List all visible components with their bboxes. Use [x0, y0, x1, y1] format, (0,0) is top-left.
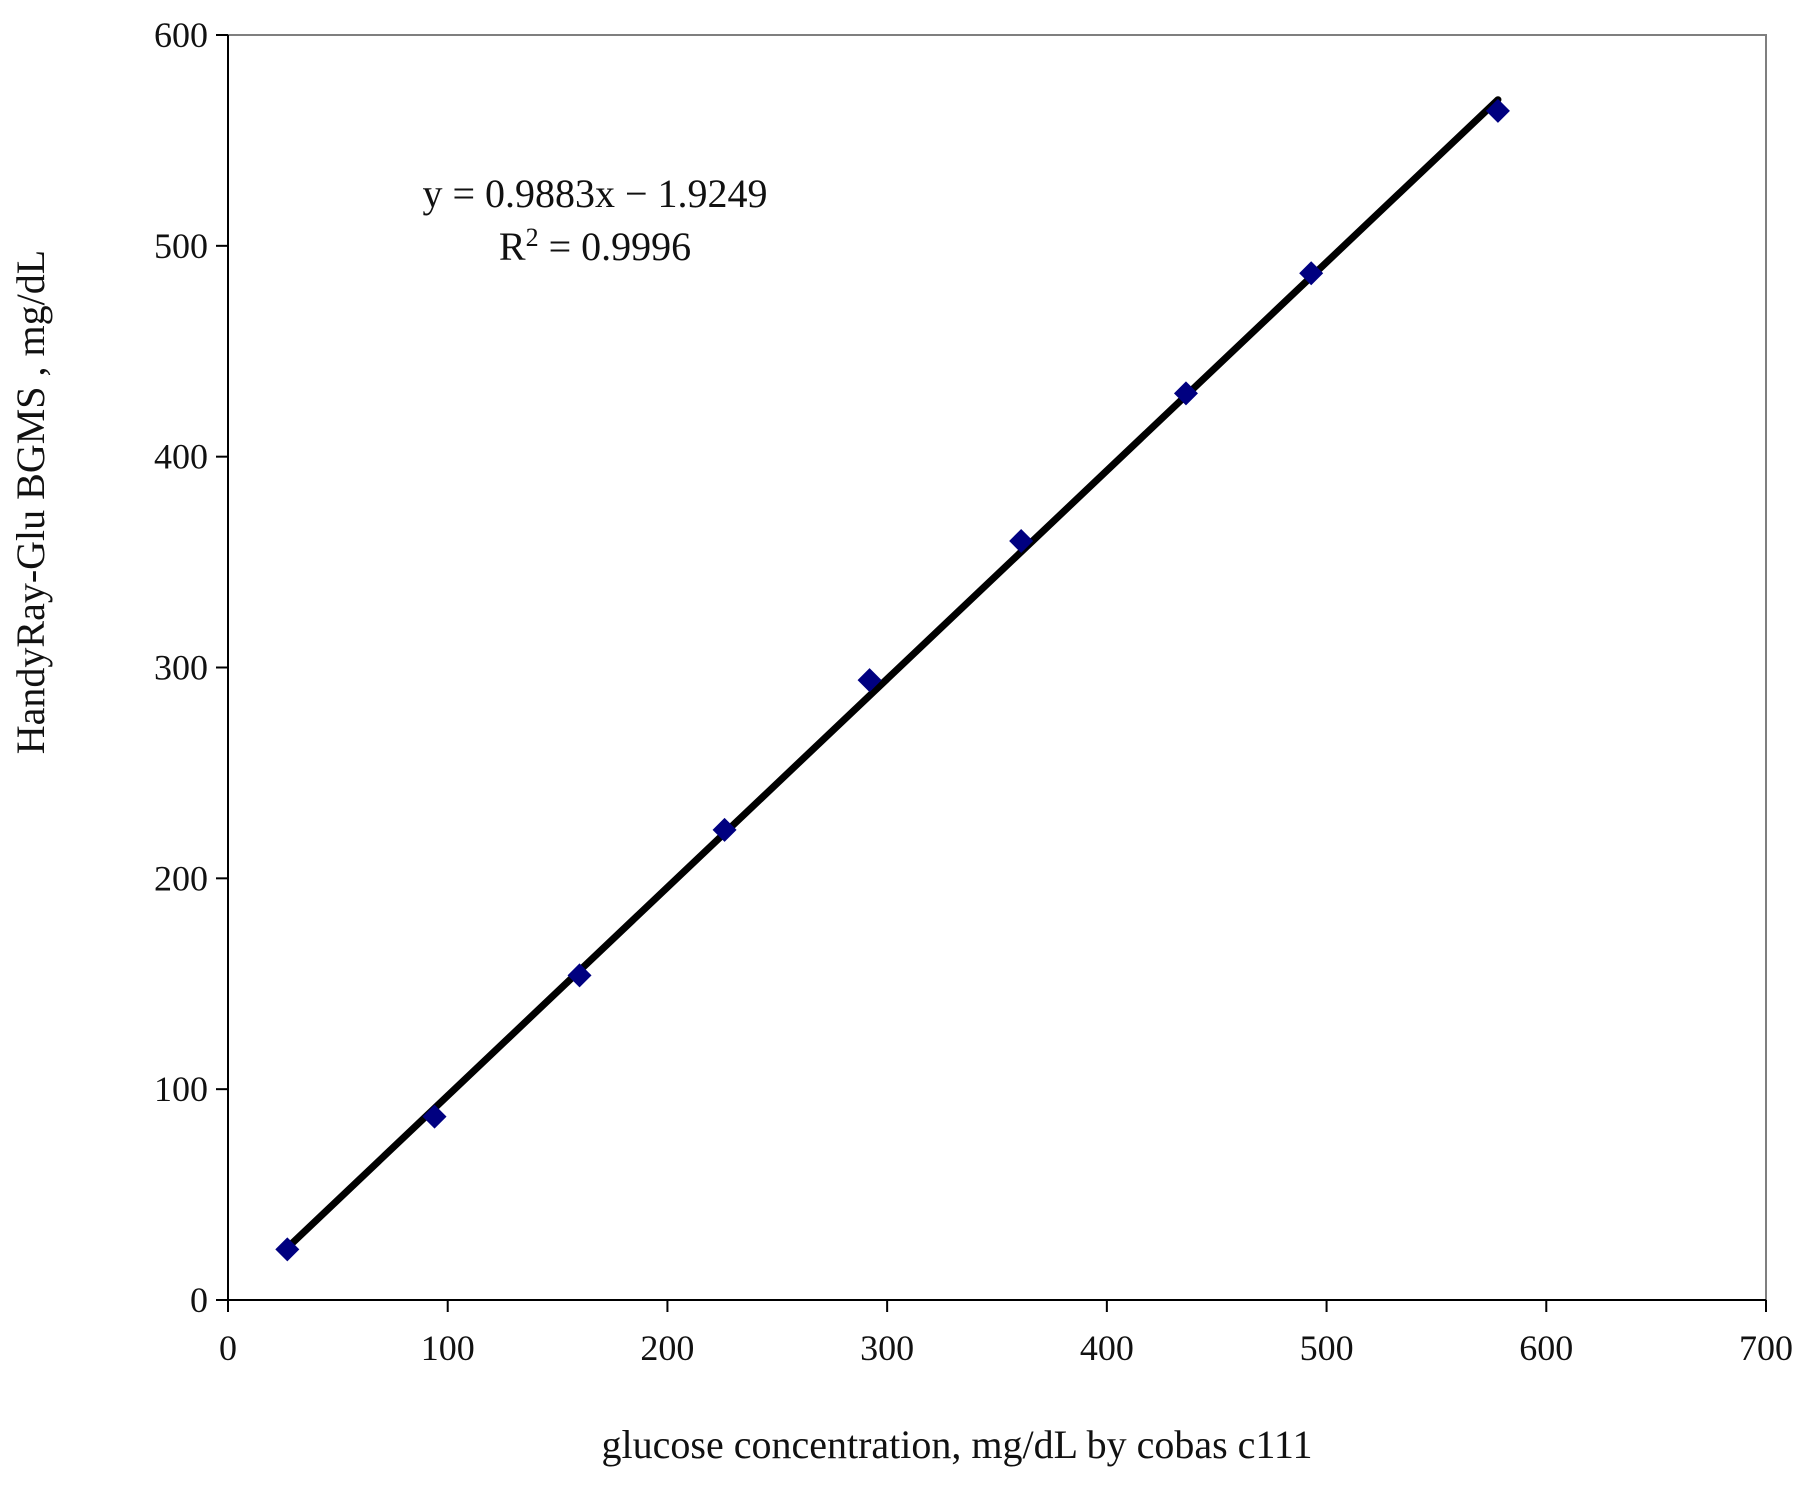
data-point	[422, 1104, 447, 1129]
data-point	[1009, 529, 1034, 553]
x-tick-label: 0	[219, 1328, 237, 1368]
y-tick-label: 600	[154, 15, 208, 55]
data-point	[857, 668, 882, 693]
trendline	[283, 96, 1502, 1252]
data-points	[275, 98, 1510, 1262]
plot-area	[227, 34, 1767, 1301]
y-tick-label: 300	[154, 648, 208, 688]
y-tick-label: 500	[154, 226, 208, 266]
x-tick-label: 400	[1080, 1328, 1134, 1368]
data-point	[567, 963, 592, 988]
data-point	[1173, 381, 1198, 406]
r-squared-prefix: R	[499, 224, 526, 269]
y-tick-label: 100	[154, 1069, 208, 1109]
x-tick-label: 200	[640, 1328, 694, 1368]
x-tick-label: 300	[860, 1328, 914, 1368]
data-point	[712, 817, 737, 842]
data-point	[1299, 261, 1324, 286]
r-squared-superscript: 2	[526, 223, 539, 252]
trendline-equation: y = 0.9883x − 1.9249	[422, 171, 767, 216]
data-point	[275, 1237, 300, 1262]
r-squared-label: R2 = 0.9996	[499, 223, 691, 269]
data-point	[1485, 98, 1510, 123]
x-tick-label: 700	[1739, 1328, 1793, 1368]
y-axis-title: HandyRay-Glu BGMS , mg/dL	[8, 250, 53, 754]
tick-labels: 0 100 200 300 400 500 600 700 0 100 200 300 400 500 60…	[154, 15, 1793, 1368]
y-tick-label: 0	[190, 1280, 208, 1320]
x-tick-label: 500	[1300, 1328, 1354, 1368]
y-tick-label: 200	[154, 858, 208, 898]
r-squared-value: = 0.9996	[539, 224, 692, 269]
x-tick-label: 600	[1519, 1328, 1573, 1368]
axes	[216, 34, 1767, 1312]
x-axis-title: glucose concentration, mg/dL by cobas c1…	[602, 1422, 1313, 1467]
y-tick-label: 400	[154, 437, 208, 477]
x-tick-label: 100	[421, 1328, 475, 1368]
